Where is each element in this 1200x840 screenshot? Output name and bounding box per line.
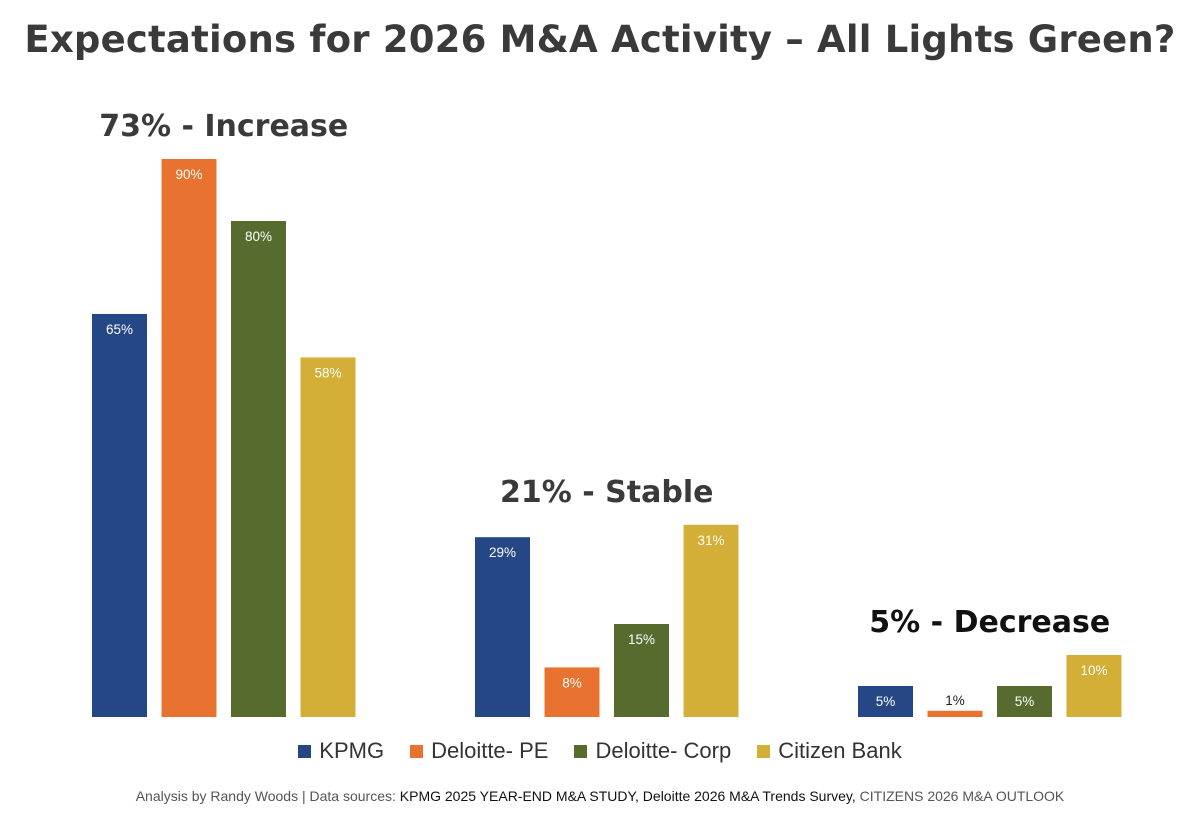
legend-swatch-deloitte-corp xyxy=(574,744,588,758)
footnote: Analysis by Randy Woods | Data sources: … xyxy=(0,788,1200,804)
legend-label-citizen-bank: Citizen Bank xyxy=(778,738,902,763)
footnote-prefix: Analysis by Randy Woods | Data sources: xyxy=(135,788,400,804)
legend-swatch-deloitte-pe xyxy=(410,744,424,758)
bar-label-increase-kpmg: 65% xyxy=(106,322,133,337)
legend-item-kpmg: KPMG xyxy=(298,738,384,764)
legend-swatch-citizen-bank xyxy=(757,744,771,758)
legend-item-deloitte-pe: Deloitte- PE xyxy=(410,738,548,764)
bar-label-increase-citizen-bank: 58% xyxy=(314,365,341,380)
bar-increase-deloitte-corp xyxy=(231,221,286,717)
legend: KPMG Deloitte- PE Deloitte- Corp Citizen… xyxy=(0,738,1200,764)
bar-label-stable-deloitte-corp: 15% xyxy=(628,632,655,647)
legend-label-kpmg: KPMG xyxy=(319,738,385,763)
footnote-source-2: CITIZENS 2026 M&A OUTLOOK xyxy=(859,788,1065,804)
bar-label-increase-deloitte-pe: 90% xyxy=(175,167,202,182)
group-label-increase: 73% - Increase xyxy=(99,109,348,144)
bar-label-decrease-deloitte-pe: 1% xyxy=(945,693,965,708)
bar-increase-citizen-bank xyxy=(300,357,356,717)
bar-decrease-kpmg xyxy=(858,686,913,717)
bar-stable-deloitte-pe xyxy=(544,667,600,717)
bar-label-decrease-deloitte-corp: 5% xyxy=(1015,694,1035,709)
bar-stable-citizen-bank xyxy=(683,524,739,717)
bar-label-stable-citizen-bank: 31% xyxy=(697,533,724,548)
bar-stable-deloitte-corp xyxy=(614,624,669,717)
bar-decrease-citizen-bank xyxy=(1066,655,1122,717)
bar-decrease-deloitte-corp xyxy=(997,686,1052,717)
legend-label-deloitte-corp: Deloitte- Corp xyxy=(595,738,732,763)
group-label-decrease: 5% - Decrease xyxy=(869,605,1110,640)
legend-swatch-kpmg xyxy=(298,744,312,758)
chart-title: Expectations for 2026 M&A Activity – All… xyxy=(24,18,1176,61)
bar-decrease-deloitte-pe xyxy=(927,710,983,717)
bar-label-decrease-citizen-bank: 10% xyxy=(1080,663,1107,678)
group-label-stable: 21% - Stable xyxy=(500,475,713,510)
footnote-source-1: KPMG 2025 YEAR-END M&A STUDY, Deloitte 2… xyxy=(399,788,860,804)
legend-item-deloitte-corp: Deloitte- Corp xyxy=(574,738,731,764)
bar-stable-kpmg xyxy=(475,537,530,717)
legend-label-deloitte-pe: Deloitte- PE xyxy=(431,738,549,763)
legend-item-citizen-bank: Citizen Bank xyxy=(757,738,902,764)
bar-label-decrease-kpmg: 5% xyxy=(876,694,896,709)
bar-increase-deloitte-pe xyxy=(161,159,217,717)
bar-label-stable-kpmg: 29% xyxy=(489,545,516,560)
bar-increase-kpmg xyxy=(92,314,147,717)
bar-label-stable-deloitte-pe: 8% xyxy=(562,675,582,690)
bar-label-increase-deloitte-corp: 80% xyxy=(245,229,272,244)
